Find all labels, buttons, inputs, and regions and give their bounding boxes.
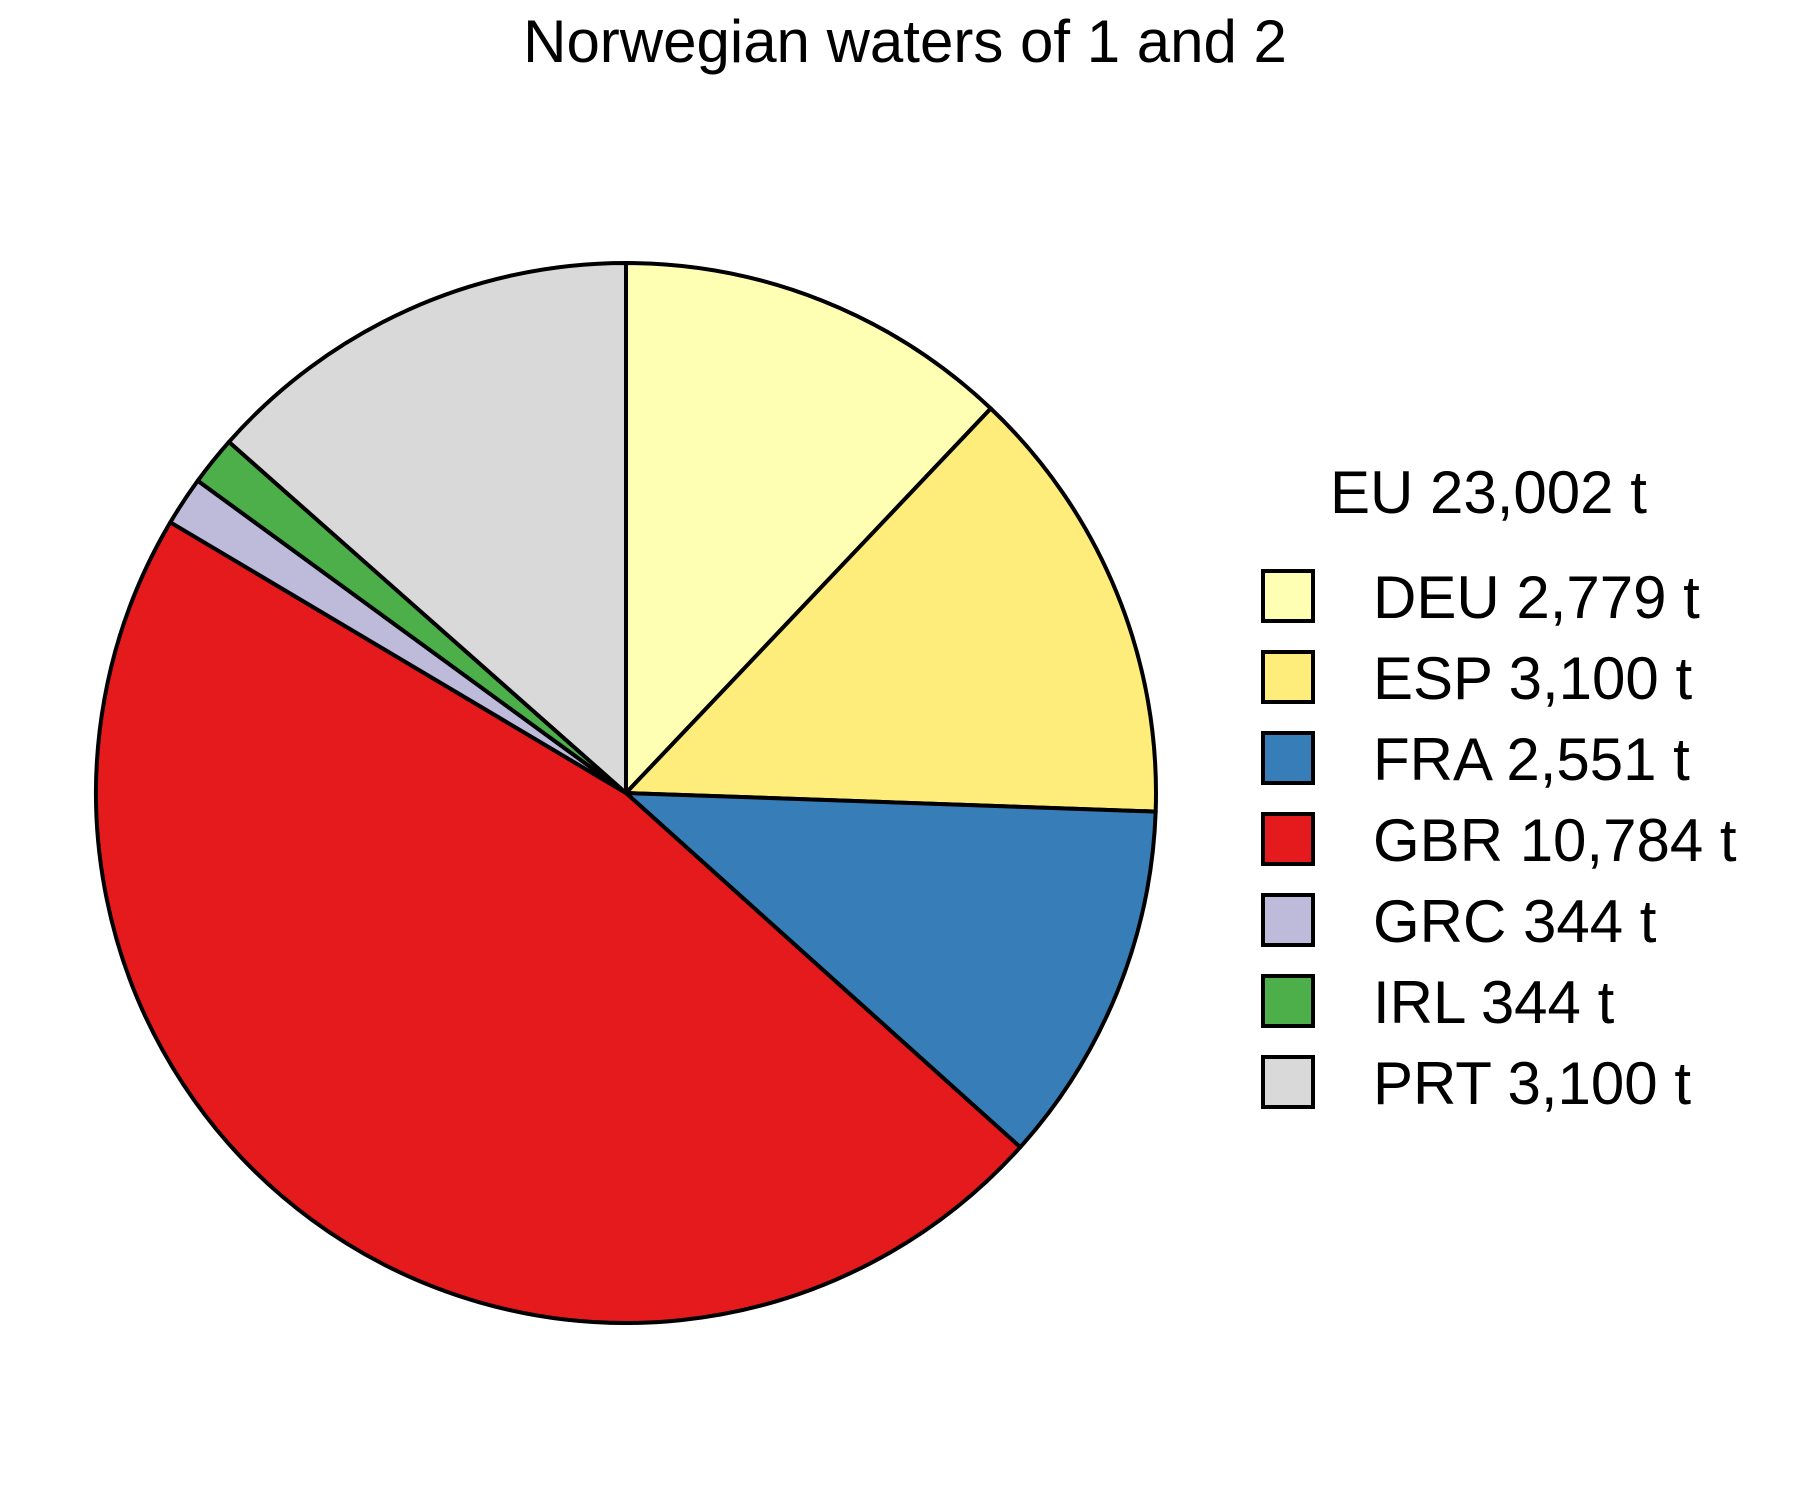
legend-label-deu: DEU 2,779 t bbox=[1373, 564, 1700, 631]
legend-swatch-fra bbox=[1261, 731, 1315, 785]
legend-label-esp: ESP 3,100 t bbox=[1373, 645, 1692, 712]
pie-slice-deu bbox=[624, 261, 993, 795]
pie-slice-fra bbox=[624, 791, 1158, 1150]
legend-swatch-grc bbox=[1261, 893, 1315, 947]
pie-slices bbox=[94, 261, 1158, 1325]
pie-slice-gbr bbox=[94, 520, 1023, 1325]
legend-label-gbr: GBR 10,784 t bbox=[1373, 807, 1737, 874]
legend-label-fra: FRA 2,551 t bbox=[1373, 726, 1690, 793]
legend-label-grc: GRC 344 t bbox=[1373, 888, 1657, 955]
chart-title: Norwegian waters of 1 and 2 bbox=[523, 8, 1287, 75]
legend: DEU 2,779 t ESP 3,100 t FRA 2,551 t GBR 10,… bbox=[1261, 564, 1737, 1117]
legend-title: EU 23,002 t bbox=[1330, 459, 1647, 526]
legend-swatch-prt bbox=[1261, 1055, 1315, 1109]
legend-label-prt: PRT 3,100 t bbox=[1373, 1050, 1691, 1117]
legend-swatch-esp bbox=[1261, 650, 1315, 704]
legend-swatch-gbr bbox=[1261, 812, 1315, 866]
pie-slice-esp bbox=[624, 406, 1158, 814]
legend-label-irl: IRL 344 t bbox=[1373, 969, 1615, 1036]
legend-swatch-irl bbox=[1261, 974, 1315, 1028]
pie-slice-prt bbox=[226, 261, 628, 795]
legend-swatch-deu bbox=[1261, 569, 1315, 623]
